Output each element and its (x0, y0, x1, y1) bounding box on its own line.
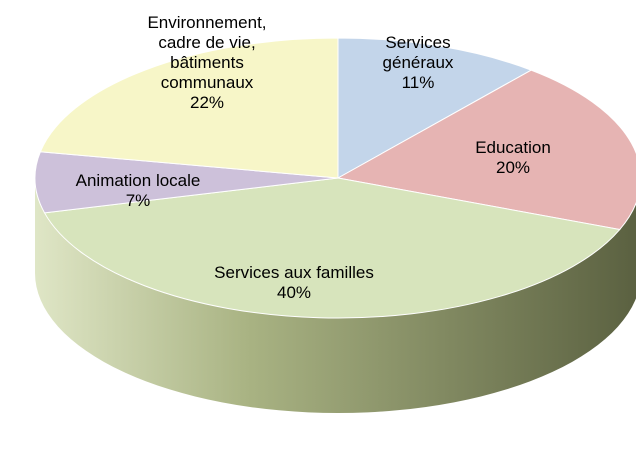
slice-name-line-4-0: Environnement, (147, 13, 266, 32)
slice-label-1: Education 20% (475, 138, 551, 177)
slice-name-line-0-0: Services (385, 33, 450, 52)
slice-name-line-1-0: Education (475, 138, 551, 157)
pie-slice-4 (39, 37, 339, 179)
slice-name-line-4-3: communaux (161, 73, 254, 92)
pie-side-band (35, 178, 636, 413)
slice-label-4: Environnement, cadre de vie, bâtiments comm… (147, 13, 266, 112)
slice-name-line-2-0: Services aux familles (214, 263, 374, 282)
slice-label-3: Animation locale 7% (76, 171, 201, 210)
slice-percent-1: 20% (496, 158, 530, 177)
slice-name-line-0-1: généraux (383, 53, 454, 72)
slice-name-line-4-2: bâtiments (170, 53, 244, 72)
slice-label-0: Services généraux 11% (383, 33, 454, 92)
slice-percent-3: 7% (126, 191, 151, 210)
slice-label-2: Services aux familles 40% (214, 263, 374, 302)
slice-name-line-3-0: Animation locale (76, 171, 201, 190)
slice-name-line-4-1: cadre de vie, (158, 33, 255, 52)
slice-percent-4: 22% (190, 93, 224, 112)
pie-slice-1 (336, 69, 636, 231)
pie-slice-0 (337, 37, 533, 179)
slice-percent-2: 40% (277, 283, 311, 302)
slice-percent-0: 11% (402, 73, 435, 92)
pie-slice-2 (43, 177, 621, 319)
pie-slice-3 (34, 151, 339, 214)
